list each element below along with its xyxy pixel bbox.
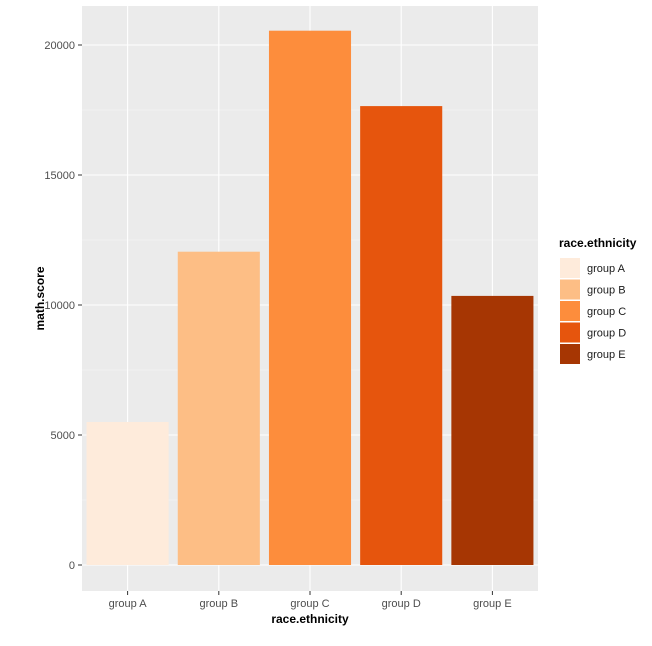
legend-label: group A (587, 263, 626, 275)
x-tick-label: group C (290, 598, 329, 610)
y-axis: 0 5000 10000 15000 20000 (44, 40, 82, 572)
bars (86, 30, 534, 565)
y-tick-label: 15000 (44, 170, 75, 182)
y-tick-label: 0 (69, 560, 75, 572)
bar-group-b (177, 251, 260, 565)
legend-label: group C (587, 306, 626, 318)
legend-key (560, 322, 580, 343)
x-tick-label: group B (200, 598, 239, 610)
x-axis: group A group B group C group D group E (109, 591, 512, 610)
y-tick-label: 20000 (44, 40, 75, 52)
x-tick-label: group A (109, 598, 148, 610)
legend-key (560, 301, 580, 321)
y-axis-title: math.score (33, 266, 47, 330)
legend-key (560, 258, 580, 278)
legend-items: group A group B group C group D group E (560, 258, 626, 364)
y-tick-label: 5000 (51, 430, 75, 442)
bar-group-e (451, 295, 534, 565)
bar-group-c (268, 30, 352, 565)
x-tick-label: group D (382, 598, 421, 610)
x-tick-label: group E (473, 598, 512, 610)
legend-label: group B (587, 285, 626, 297)
legend-key (560, 344, 580, 364)
x-axis-title: race.ethnicity (271, 612, 349, 626)
legend-key (560, 279, 580, 300)
legend-label: group D (587, 328, 626, 340)
bar-group-a (86, 422, 169, 565)
legend-label: group E (587, 349, 626, 361)
legend-title: race.ethnicity (559, 236, 637, 250)
y-tick-label: 10000 (44, 300, 75, 312)
bar-group-d (360, 106, 443, 565)
